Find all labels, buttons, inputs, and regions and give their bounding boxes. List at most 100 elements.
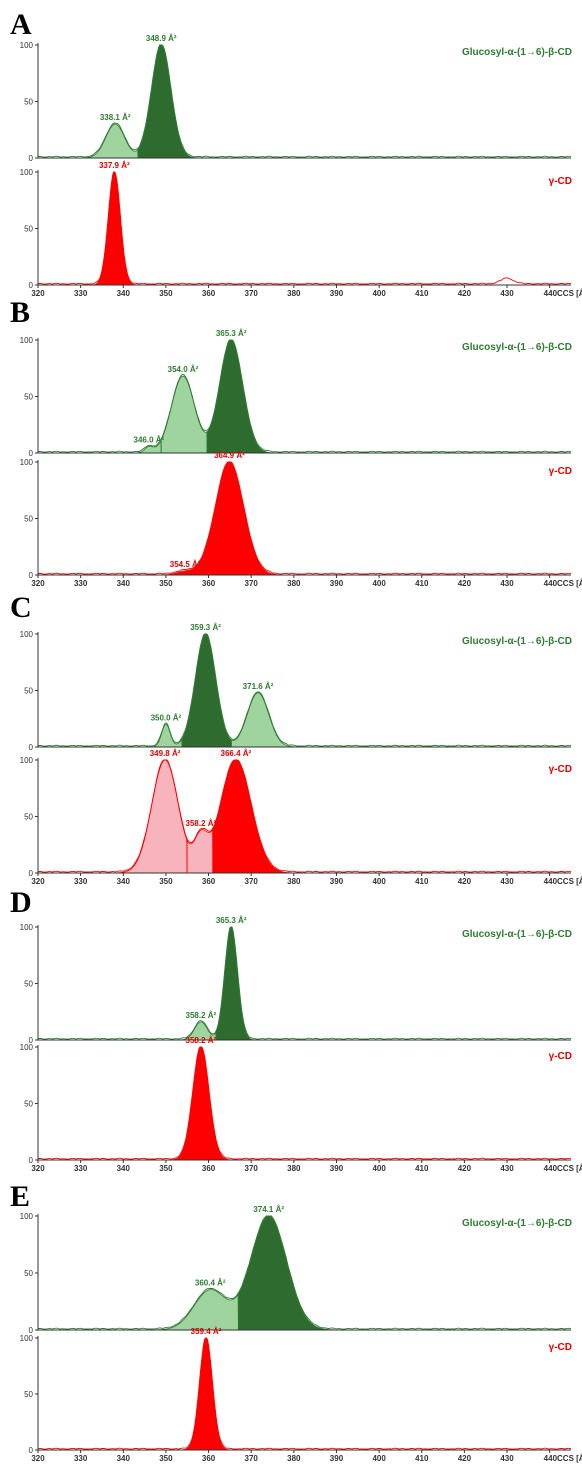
y-tick-label: 50 xyxy=(24,515,33,524)
x-tick-label: 360 xyxy=(202,289,216,298)
y-tick-label: 100 xyxy=(20,1334,34,1343)
x-tick-label: 340 xyxy=(117,579,131,588)
y-tick-label: 0 xyxy=(29,1036,34,1045)
peak-area xyxy=(180,1337,232,1451)
peak-label: 349.8 Å² xyxy=(150,749,181,758)
x-tick-label: 340 xyxy=(117,877,131,886)
y-tick-label: 50 xyxy=(24,98,33,107)
subplot-gamma-cd: 0 50 100 337.9 Å² γ-CD xyxy=(20,161,572,290)
x-tick-label: 400 xyxy=(372,1454,386,1463)
peak-label: 348.9 Å² xyxy=(146,34,177,43)
panel-a: A 0 50 100 338.1 Å² 348.9 Å² Glucosyl-α-(1→6)-… xyxy=(10,8,582,298)
y-tick-label: 50 xyxy=(24,980,33,989)
x-tick-label: 350 xyxy=(159,1164,173,1173)
peak-label: 354.0 Å² xyxy=(168,365,199,374)
trace-line xyxy=(37,633,572,747)
panel-b: B 0 50 100 346.0 Å² 354.0 Å² 365.3 Å² Glucosyl-… xyxy=(10,296,582,588)
x-tick-label: 400 xyxy=(372,877,386,886)
x-tick-label: 380 xyxy=(287,1454,301,1463)
panel-c: C 0 50 100 350.0 Å² 359.3 Å² 371.6 Å² Glucosyl-… xyxy=(10,591,582,886)
subplot-glucosyl: 0 50 100 358.2 Å² 365.3 Å² Glucosyl-α-(1→6)-β… xyxy=(20,916,572,1045)
y-tick-label: 100 xyxy=(20,756,34,765)
x-tick-label: 320 xyxy=(31,1164,45,1173)
legend-gamma-cd: γ-CD xyxy=(549,1342,572,1353)
x-tick-label: 430 xyxy=(500,1164,514,1173)
y-tick-label: 50 xyxy=(24,1390,33,1399)
x-tick-label: 420 xyxy=(458,1164,472,1173)
peak-label: 374.1 Å² xyxy=(253,1205,284,1214)
trace-line xyxy=(37,759,572,873)
x-tick-label: 350 xyxy=(159,877,173,886)
peak-area xyxy=(181,633,232,748)
y-tick-label: 100 xyxy=(20,458,34,467)
y-tick-label: 50 xyxy=(24,393,33,402)
x-tick-label: 390 xyxy=(330,1164,344,1173)
trace-line xyxy=(37,1215,572,1330)
x-tick-label: 410 xyxy=(415,289,429,298)
y-tick-label: 0 xyxy=(29,869,34,878)
peak-label: 371.6 Å² xyxy=(243,682,274,691)
y-tick-label: 100 xyxy=(20,1043,34,1052)
y-tick-label: 100 xyxy=(20,630,34,639)
x-tick-label: 330 xyxy=(74,289,88,298)
peak-area xyxy=(160,375,208,454)
trace-line xyxy=(37,44,572,158)
x-tick-label: 380 xyxy=(287,289,301,298)
x-tick-label: 410 xyxy=(415,579,429,588)
x-tick-label: 440CCS [Å²] xyxy=(544,289,582,298)
trace-line xyxy=(37,461,572,575)
x-tick-label: 390 xyxy=(330,877,344,886)
subplot-glucosyl: 0 50 100 338.1 Å² 348.9 Å² Glucosyl-α-(1→6)-β… xyxy=(20,34,572,163)
x-tick-label: 340 xyxy=(117,1454,131,1463)
x-tick-label: 440CCS [Å²] xyxy=(544,1454,582,1463)
peak-label: 354.5 Å² xyxy=(170,560,201,569)
legend-gamma-cd: γ-CD xyxy=(549,1051,572,1062)
x-tick-label: 350 xyxy=(159,289,173,298)
x-tick-label: 400 xyxy=(372,579,386,588)
y-tick-label: 0 xyxy=(29,449,34,458)
x-tick-label: 320 xyxy=(31,1454,45,1463)
peak-area xyxy=(238,1215,341,1331)
peak-area xyxy=(148,723,183,748)
x-tick-label: 380 xyxy=(287,1164,301,1173)
y-tick-label: 100 xyxy=(20,1212,34,1221)
x-tick-label: 420 xyxy=(458,579,472,588)
x-tick-label: 320 xyxy=(31,579,45,588)
panel-letter: E xyxy=(10,1180,30,1213)
legend-gamma-cd: γ-CD xyxy=(549,466,572,477)
y-tick-label: 0 xyxy=(29,281,34,290)
x-tick-label: 320 xyxy=(31,289,45,298)
subplot-gamma-cd: 0 50 100 358.2 Å² γ-CD xyxy=(20,1036,572,1165)
peak-label: 358.2 Å² xyxy=(186,1036,217,1045)
y-tick-label: 0 xyxy=(29,571,34,580)
y-tick-label: 0 xyxy=(29,743,34,752)
x-tick-label: 330 xyxy=(74,1454,88,1463)
y-tick-label: 0 xyxy=(29,1326,34,1335)
x-tick-label: 370 xyxy=(245,877,259,886)
subplot-gamma-cd: 0 50 100 354.5 Å² 364.9 Å² γ-CD xyxy=(20,451,572,580)
y-tick-label: 100 xyxy=(20,41,34,50)
peak-label: 365.3 Å² xyxy=(216,916,247,925)
legend-gamma-cd: γ-CD xyxy=(549,764,572,775)
x-tick-label: 420 xyxy=(458,289,472,298)
x-tick-label: 390 xyxy=(330,579,344,588)
trace-line xyxy=(37,339,572,453)
trace-line xyxy=(37,1046,572,1160)
peak-label: 358.2 Å² xyxy=(186,819,217,828)
legend-gamma-cd: γ-CD xyxy=(549,176,572,187)
panel-d: D 0 50 100 358.2 Å² 365.3 Å² Glucosyl-α-(1→6)-… xyxy=(10,886,582,1173)
x-tick-label: 380 xyxy=(287,877,301,886)
peak-label: 360.4 Å² xyxy=(195,1279,226,1288)
panel-letter: C xyxy=(10,591,32,624)
y-tick-label: 0 xyxy=(29,154,34,163)
y-tick-label: 50 xyxy=(24,225,33,234)
x-tick-label: 350 xyxy=(159,1454,173,1463)
x-tick-label: 340 xyxy=(117,289,131,298)
subplot-glucosyl: 0 50 100 360.4 Å² 374.1 Å² Glucosyl-α-(1→6)-β… xyxy=(20,1205,572,1335)
y-tick-label: 50 xyxy=(24,813,33,822)
peak-label: 337.9 Å² xyxy=(99,161,130,170)
x-tick-label: 400 xyxy=(372,289,386,298)
y-tick-label: 100 xyxy=(20,336,34,345)
panel-letter: D xyxy=(10,886,32,919)
